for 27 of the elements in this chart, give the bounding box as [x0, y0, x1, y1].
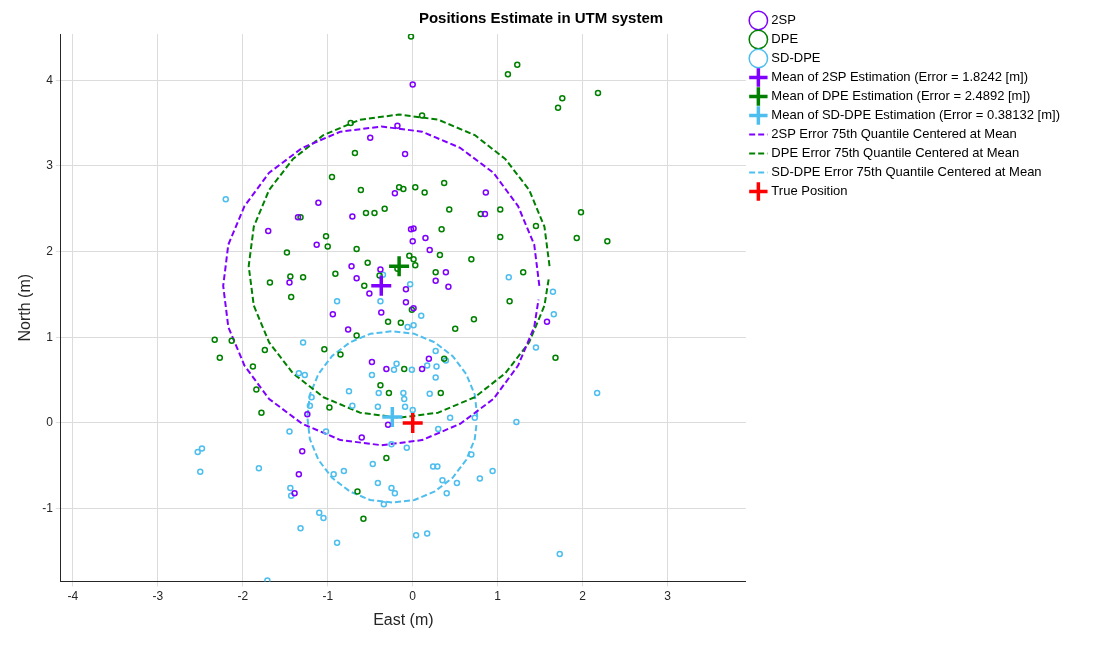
y-tick-label: 0 — [46, 415, 54, 430]
legend-label: Mean of SD-DPE Estimation (Error = 0.38132 [m]) — [771, 107, 1061, 123]
y-tick-label: 2 — [46, 243, 54, 258]
legend-label: True Position — [771, 183, 848, 199]
legend-label: SD-DPE Error 75th Quantile Centered at Mean — [771, 164, 1042, 180]
x-tick-label: -2 — [237, 588, 249, 603]
chart-title: Positions Estimate in UTM system — [418, 9, 664, 27]
y-tick-label: 4 — [46, 72, 54, 87]
legend-label: DPE — [771, 31, 799, 47]
x-tick-label: -1 — [322, 588, 334, 603]
y-tick-label: 3 — [46, 158, 54, 173]
legend-label: Mean of DPE Estimation (Error = 2.4892 [m]) — [771, 88, 1031, 104]
legend-label: Mean of 2SP Estimation (Error = 1.8242 [m]) — [771, 69, 1028, 85]
legend-label: 2SP Error 75th Quantile Centered at Mean — [771, 126, 1017, 142]
x-tick-label: 3 — [664, 588, 672, 603]
x-tick-label: 0 — [409, 588, 417, 603]
x-tick-label: -4 — [67, 588, 79, 603]
x-tick-label: 2 — [579, 588, 587, 603]
x-tick-label: 1 — [494, 588, 502, 603]
legend-label: SD-DPE — [771, 50, 821, 66]
legend-label: 2SP — [771, 12, 796, 28]
y-axis-title: North (m) — [16, 273, 34, 342]
x-tick-label: -3 — [152, 588, 164, 603]
x-axis-title: East (m) — [373, 610, 434, 628]
y-tick-label: -1 — [42, 500, 54, 515]
legend-label: DPE Error 75th Quantile Centered at Mean — [771, 145, 1020, 161]
y-tick-label: 1 — [46, 329, 54, 344]
